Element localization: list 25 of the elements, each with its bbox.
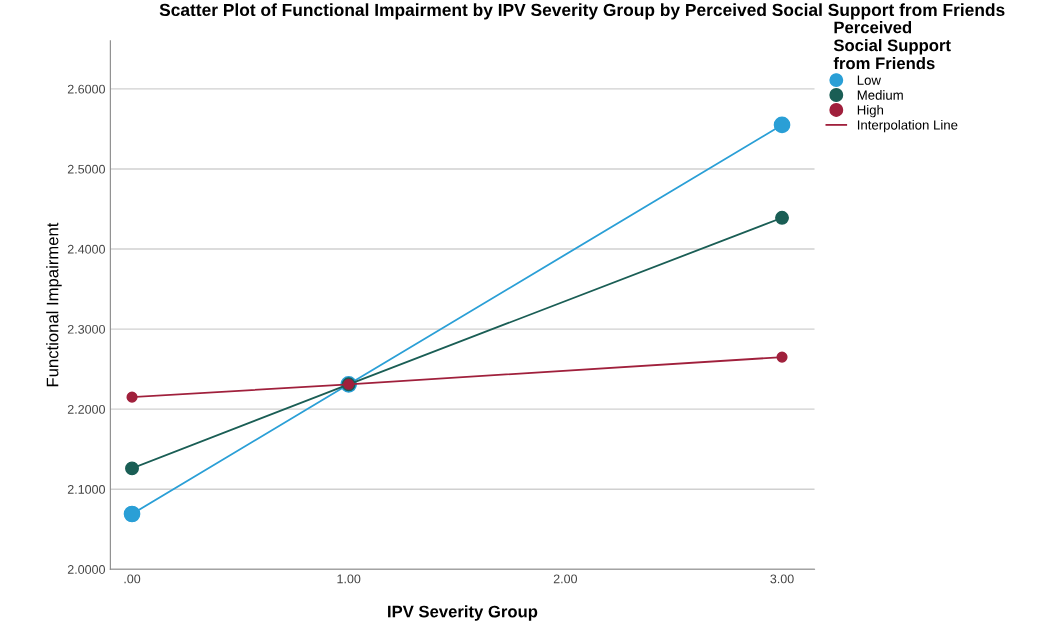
point — [126, 391, 138, 403]
point — [125, 461, 139, 476]
x-tick-label: .00 — [124, 574, 141, 584]
y-tick-label: 2.5000 — [67, 164, 106, 174]
legend-label: Medium — [857, 90, 903, 100]
x-axis-title: IPV Severity Group — [388, 605, 538, 621]
x-tick-label: 3.00 — [770, 574, 794, 584]
point — [773, 116, 791, 134]
chart-title: Scatter Plot of Functional Impairment by IPV Severity Group by Perceived Social Support from Friends — [159, 3, 1005, 20]
x-tick-label: 1.00 — [337, 574, 361, 584]
y-tick-label: 2.2000 — [67, 404, 106, 414]
x-tick-label: 2.00 — [553, 574, 578, 584]
y-tick-label: 2.1000 — [67, 484, 106, 494]
legend-label: Low — [857, 75, 881, 85]
y-tick-label: 2.6000 — [67, 84, 106, 94]
legend-label: High — [857, 105, 884, 118]
text: Interpolation Line — [857, 119, 958, 133]
point — [123, 505, 141, 523]
y-axis-title: Functional Impairment — [46, 222, 62, 387]
point — [776, 351, 788, 363]
legend-title: Perceived Social Support from Friends — [833, 21, 951, 70]
y-tick-label: 2.4000 — [67, 244, 106, 254]
y-tick-label: 2.0000 — [67, 565, 106, 574]
point — [775, 210, 789, 225]
y-tick-label: 2.3000 — [67, 324, 106, 334]
